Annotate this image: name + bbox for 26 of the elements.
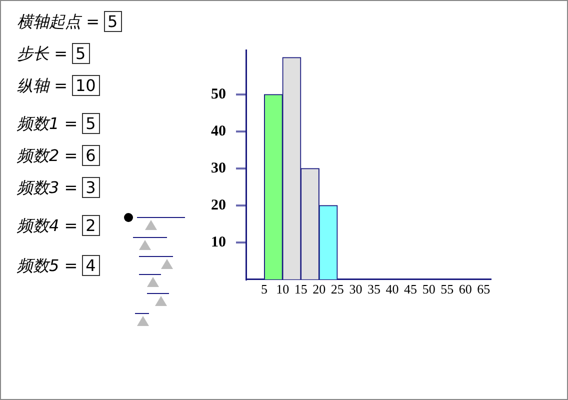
y-tick-label: 30 (211, 160, 226, 176)
x-tick-label: 60 (458, 282, 472, 297)
x-tick-label: 55 (440, 282, 454, 297)
x-tick-label: 20 (312, 282, 326, 297)
x-tick-label: 40 (386, 282, 399, 297)
x-tick-label: 15 (294, 282, 308, 297)
x-tick-label: 65 (477, 282, 490, 297)
text: 频数3 = 3 (17, 177, 97, 198)
text: 频数5 = 4 (17, 255, 97, 276)
text: 频数4 = 2 (17, 215, 97, 236)
text: 步长 = 5 (17, 43, 87, 64)
y-tick-label: 40 (211, 123, 226, 140)
y-tick-label: 20 (211, 197, 226, 214)
text: 频数2 = 6 (17, 145, 97, 166)
x-tick-label: 30 (349, 282, 362, 297)
x-tick-label: 35 (367, 282, 380, 297)
x-tick-label: 50 (422, 282, 436, 297)
y-tick-label: 10 (211, 234, 226, 250)
x-tick-label: 5 (261, 282, 268, 297)
text: 横轴起点 = 5 (17, 11, 119, 32)
x-tick-label: 45 (404, 282, 418, 297)
y-tick-label: 50 (211, 86, 226, 102)
x-tick-label: 25 (330, 282, 344, 297)
text: 频数1 = 5 (17, 113, 97, 134)
text: 纵轴 = 10 (17, 75, 97, 96)
x-tick-label: 10 (276, 282, 290, 297)
